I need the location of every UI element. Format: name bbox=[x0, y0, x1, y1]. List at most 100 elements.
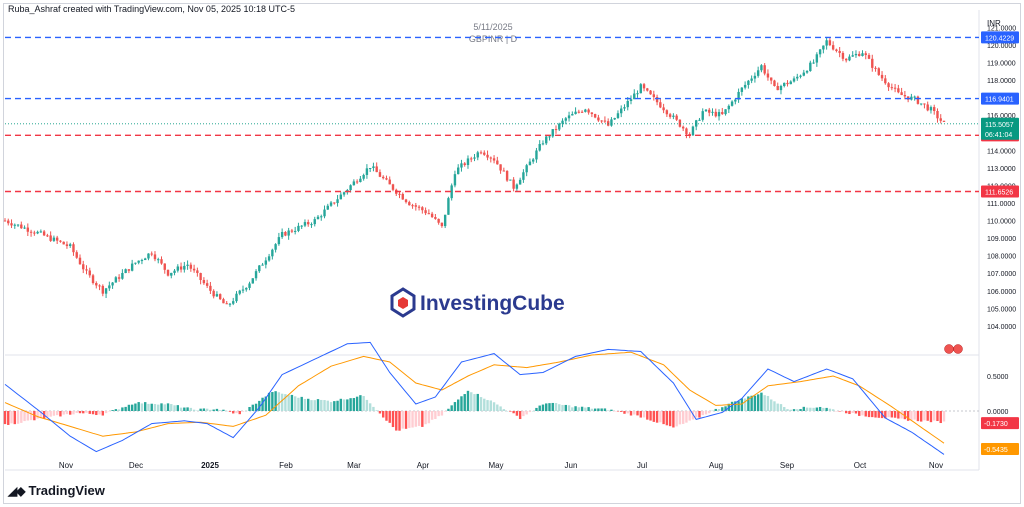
candle-body bbox=[548, 136, 551, 138]
macd-histogram-bar bbox=[531, 410, 535, 412]
candle-body bbox=[62, 241, 65, 245]
chart-canvas[interactable]: 5/11/2025 GBPINR | D INR 104.0000 105.0000 10… bbox=[0, 0, 1024, 480]
macd-histogram-bar bbox=[522, 411, 525, 417]
price-tick-label: 113.0000 bbox=[987, 166, 1016, 173]
candle-body bbox=[659, 102, 662, 108]
macd-histogram-bar bbox=[603, 408, 607, 411]
time-tick-label: May bbox=[488, 461, 503, 470]
macd-line bbox=[4, 341, 945, 455]
macd-histogram-bar bbox=[616, 411, 620, 412]
macd-histogram-bar bbox=[828, 408, 832, 411]
macd-histogram-bar bbox=[101, 411, 105, 416]
candle-body bbox=[668, 114, 672, 117]
macd-histogram-bar bbox=[258, 400, 261, 411]
price-tick-label: 111.0000 bbox=[987, 201, 1015, 208]
candle-body bbox=[496, 160, 499, 165]
macd-histogram-bar bbox=[199, 408, 202, 411]
macd-histogram-bar bbox=[858, 411, 861, 416]
macd-histogram-bar bbox=[779, 404, 783, 411]
candle-body bbox=[841, 52, 845, 59]
macd-histogram-bar bbox=[919, 411, 923, 422]
macd-histogram-bar bbox=[564, 404, 567, 411]
macd-histogram-bar bbox=[401, 411, 404, 429]
candle-body bbox=[209, 285, 212, 291]
candle-body bbox=[170, 272, 173, 276]
candle-body bbox=[271, 249, 274, 257]
macd-histogram-bar bbox=[750, 395, 753, 411]
macd-histogram-bar bbox=[349, 398, 352, 411]
candle-body bbox=[545, 136, 548, 144]
macd-histogram-bar bbox=[799, 409, 802, 411]
macd-histogram-bar bbox=[923, 411, 926, 421]
candle-body bbox=[434, 217, 437, 219]
macd-histogram-bar bbox=[884, 411, 887, 419]
candle-body bbox=[636, 93, 639, 95]
macd-histogram-bar bbox=[877, 411, 880, 418]
candle-body bbox=[600, 120, 603, 122]
time-tick-label: Aug bbox=[709, 461, 723, 470]
candle-body bbox=[763, 65, 766, 74]
candle-body bbox=[580, 111, 584, 113]
candle-body bbox=[215, 294, 219, 297]
macd-histogram-bar bbox=[313, 400, 316, 411]
time-tick-label: Sep bbox=[780, 461, 795, 470]
candle-body bbox=[577, 111, 581, 113]
chart-subtitle: GBPINR | D bbox=[469, 34, 518, 44]
macd-histogram-bar bbox=[492, 402, 496, 411]
candle-body bbox=[258, 265, 261, 272]
time-tick-label: Mar bbox=[347, 461, 361, 470]
price-tick-label: 110.0000 bbox=[987, 219, 1016, 226]
macd-histogram-bar bbox=[639, 411, 642, 418]
candle-body bbox=[835, 49, 838, 51]
candle-body bbox=[375, 166, 378, 173]
macd-histogram-bar bbox=[792, 409, 796, 411]
macd-histogram-bar bbox=[867, 411, 871, 418]
macd-histogram-bar bbox=[763, 395, 766, 411]
candle-body bbox=[877, 68, 880, 75]
candle-body bbox=[685, 128, 688, 135]
candle-body bbox=[884, 78, 887, 84]
candle-body bbox=[23, 227, 26, 229]
candle-body bbox=[388, 179, 391, 185]
candle-body bbox=[512, 179, 515, 189]
candle-body bbox=[251, 278, 254, 284]
price-tick-label: 104.0000 bbox=[987, 324, 1016, 331]
candle-body bbox=[183, 265, 186, 270]
time-tick-label: Dec bbox=[129, 461, 143, 470]
candle-body bbox=[848, 56, 851, 61]
macd-histogram-bar bbox=[701, 411, 704, 416]
macd-histogram-bar bbox=[460, 396, 463, 411]
macd-histogram-bar bbox=[316, 399, 320, 411]
macd-histogram-bar bbox=[584, 407, 587, 411]
macd-histogram-bar bbox=[626, 411, 629, 414]
candle-body bbox=[525, 165, 528, 173]
level-badge bbox=[981, 92, 1019, 105]
macd-histogram-bar bbox=[179, 407, 183, 411]
candle-body bbox=[714, 111, 717, 117]
candle-body bbox=[401, 193, 404, 200]
candle-body bbox=[284, 231, 287, 236]
candle-body bbox=[535, 150, 538, 160]
macd-histogram-bar bbox=[815, 407, 819, 411]
candle-body bbox=[926, 104, 929, 111]
candle-body bbox=[854, 53, 858, 56]
candle-body bbox=[150, 253, 153, 255]
macd-histogram-bar bbox=[82, 411, 85, 414]
macd-histogram-bar bbox=[463, 394, 466, 411]
macd-histogram-bar bbox=[225, 410, 228, 412]
macd-histogram-bar bbox=[753, 395, 757, 411]
candle-body bbox=[218, 294, 222, 300]
candle-body bbox=[417, 206, 421, 208]
candle-body bbox=[551, 129, 554, 137]
macd-histogram-bar bbox=[525, 411, 528, 415]
candle-body bbox=[466, 158, 470, 166]
tradingview-logo[interactable]: ◢◆ TradingView bbox=[8, 483, 105, 498]
price-tick-label: 108.0000 bbox=[987, 254, 1016, 261]
candle-body bbox=[509, 179, 512, 181]
macd-histogram-bar bbox=[26, 411, 30, 421]
macd-histogram-bar bbox=[708, 411, 711, 414]
macd-histogram-bar bbox=[130, 404, 134, 411]
candle-body bbox=[437, 218, 440, 223]
candle-body bbox=[450, 185, 453, 199]
macd-histogram-bar bbox=[414, 411, 418, 427]
